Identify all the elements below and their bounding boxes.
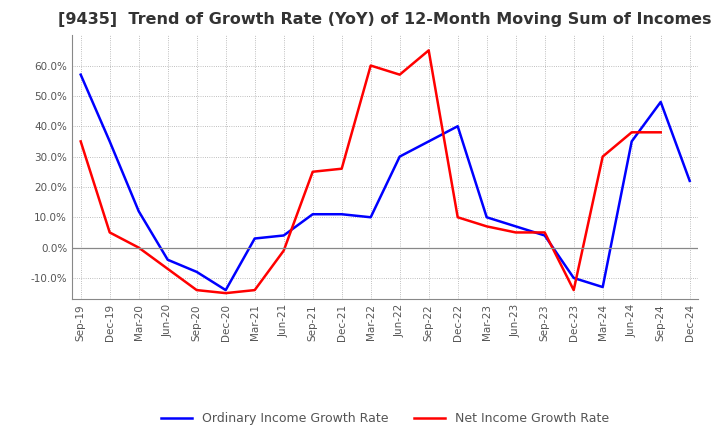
Line: Ordinary Income Growth Rate: Ordinary Income Growth Rate [81,75,690,290]
Net Income Growth Rate [163,266,172,271]
Net Income Growth Rate [570,287,578,293]
Ordinary Income Growth Rate [657,99,665,105]
Ordinary Income Growth Rate [192,269,201,275]
Net Income Growth Rate [454,215,462,220]
Net Income Growth Rate [251,287,259,293]
Ordinary Income Growth Rate [221,287,230,293]
Net Income Growth Rate [338,166,346,171]
Ordinary Income Growth Rate [279,233,288,238]
Net Income Growth Rate [657,130,665,135]
Net Income Growth Rate [395,72,404,77]
Ordinary Income Growth Rate [76,72,85,77]
Net Income Growth Rate [221,290,230,296]
Ordinary Income Growth Rate [541,233,549,238]
Ordinary Income Growth Rate [627,139,636,144]
Ordinary Income Growth Rate [598,284,607,290]
Net Income Growth Rate [541,230,549,235]
Ordinary Income Growth Rate [163,257,172,262]
Net Income Growth Rate [482,224,491,229]
Ordinary Income Growth Rate [105,139,114,144]
Ordinary Income Growth Rate [482,215,491,220]
Ordinary Income Growth Rate [135,209,143,214]
Net Income Growth Rate [598,154,607,159]
Title: [9435]  Trend of Growth Rate (YoY) of 12-Month Moving Sum of Incomes: [9435] Trend of Growth Rate (YoY) of 12-… [58,12,712,27]
Line: Net Income Growth Rate: Net Income Growth Rate [81,50,661,293]
Net Income Growth Rate [511,230,520,235]
Net Income Growth Rate [76,139,85,144]
Net Income Growth Rate [627,130,636,135]
Net Income Growth Rate [366,63,375,68]
Net Income Growth Rate [308,169,317,174]
Ordinary Income Growth Rate [511,224,520,229]
Net Income Growth Rate [424,48,433,53]
Legend: Ordinary Income Growth Rate, Net Income Growth Rate: Ordinary Income Growth Rate, Net Income … [156,407,614,430]
Ordinary Income Growth Rate [251,236,259,241]
Net Income Growth Rate [105,230,114,235]
Ordinary Income Growth Rate [366,215,375,220]
Ordinary Income Growth Rate [424,139,433,144]
Ordinary Income Growth Rate [395,154,404,159]
Ordinary Income Growth Rate [454,124,462,129]
Ordinary Income Growth Rate [570,275,578,281]
Ordinary Income Growth Rate [685,178,694,183]
Ordinary Income Growth Rate [338,212,346,217]
Net Income Growth Rate [279,248,288,253]
Ordinary Income Growth Rate [308,212,317,217]
Net Income Growth Rate [135,245,143,250]
Net Income Growth Rate [192,287,201,293]
